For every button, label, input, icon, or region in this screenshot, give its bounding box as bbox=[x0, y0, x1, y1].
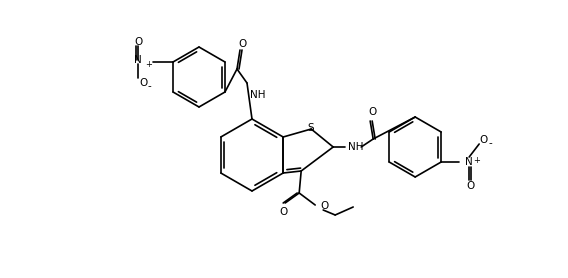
Text: N: N bbox=[465, 157, 473, 167]
Text: O: O bbox=[479, 135, 487, 145]
Text: O: O bbox=[279, 207, 287, 217]
Text: O: O bbox=[320, 201, 328, 211]
Text: -: - bbox=[147, 81, 151, 91]
Text: O: O bbox=[368, 107, 377, 117]
Text: O: O bbox=[139, 78, 147, 88]
Text: NH: NH bbox=[348, 142, 364, 152]
Text: NH: NH bbox=[250, 90, 265, 100]
Text: +: + bbox=[145, 60, 152, 69]
Text: S: S bbox=[308, 123, 315, 133]
Text: N: N bbox=[134, 55, 142, 65]
Text: O: O bbox=[238, 39, 246, 49]
Text: +: + bbox=[473, 155, 479, 165]
Text: -: - bbox=[488, 138, 492, 148]
Text: O: O bbox=[466, 181, 474, 191]
Text: O: O bbox=[134, 37, 142, 47]
